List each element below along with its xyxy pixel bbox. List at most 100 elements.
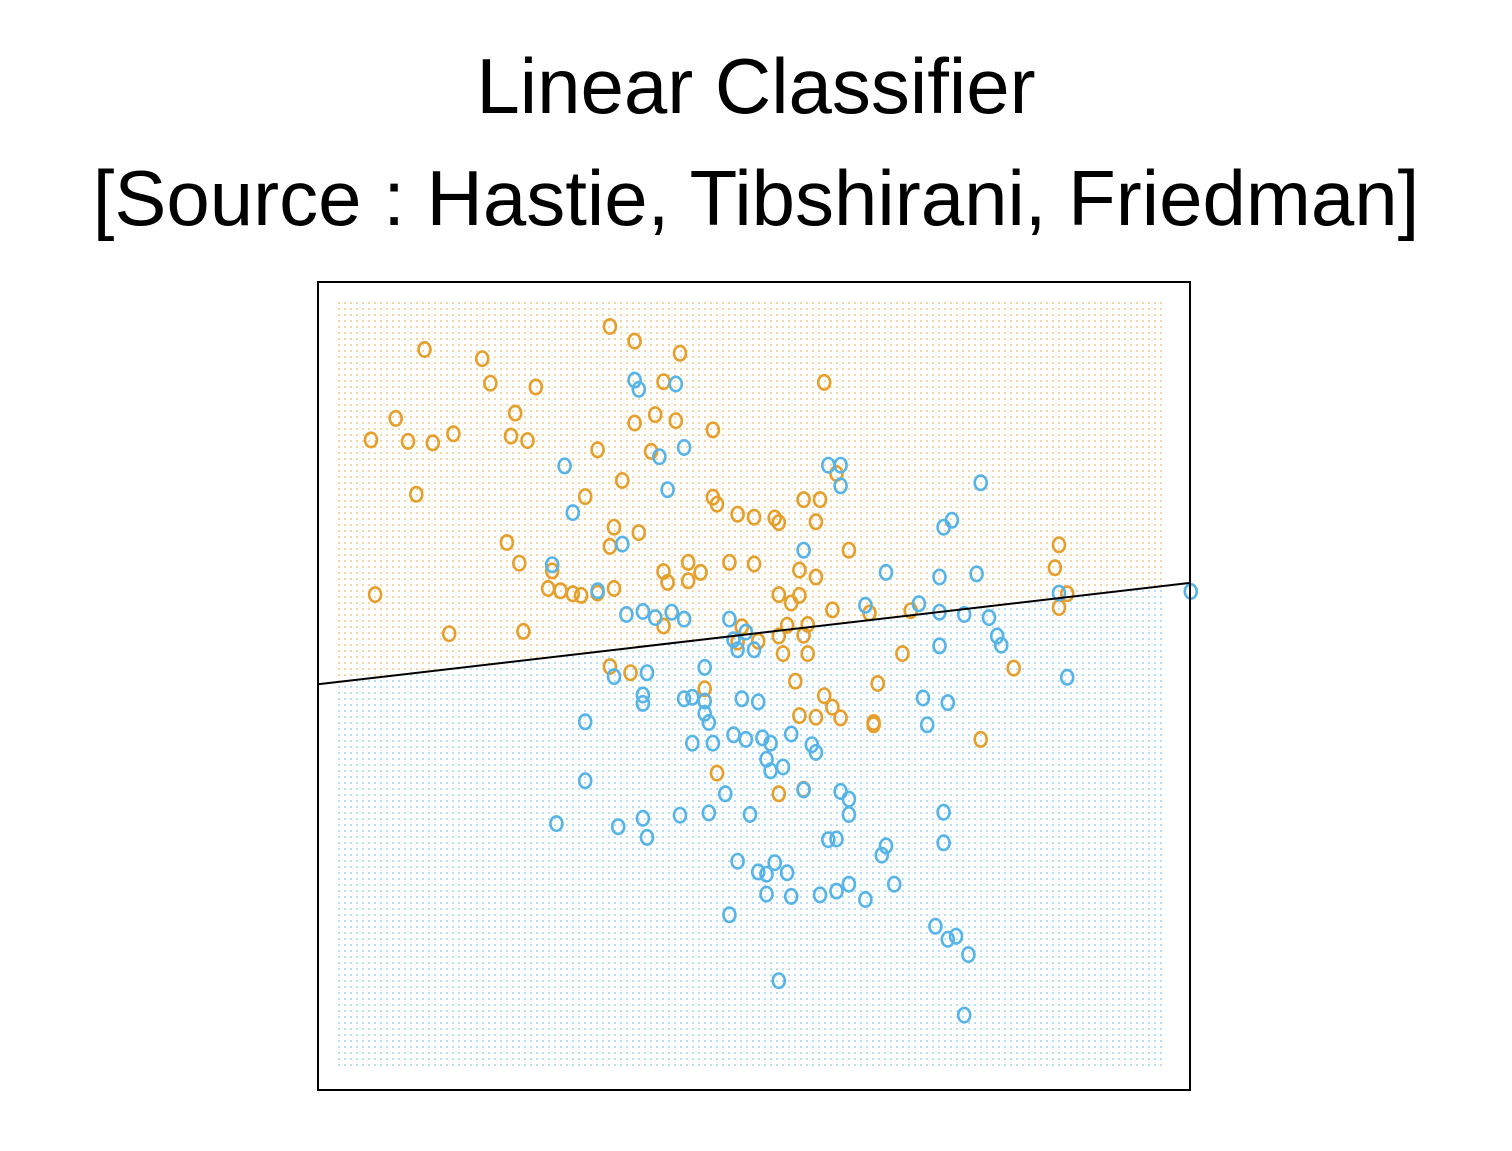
orange-data-point bbox=[388, 409, 404, 427]
orange-data-point bbox=[787, 672, 803, 690]
blue-data-point bbox=[796, 781, 811, 799]
blue-data-point bbox=[989, 627, 1005, 645]
blue-data-point bbox=[635, 686, 651, 704]
blue-data-point bbox=[664, 603, 680, 621]
orange-data-point bbox=[590, 441, 605, 459]
blue-data-point bbox=[697, 704, 713, 722]
blue-data-point bbox=[759, 885, 774, 903]
title-line-2: [Source : Hastie, Tibshirani, Friedman] bbox=[92, 154, 1420, 242]
blue-data-point bbox=[676, 610, 692, 628]
orange-data-point bbox=[363, 431, 379, 449]
orange-data-point bbox=[417, 340, 432, 358]
blue-data-point bbox=[948, 927, 964, 945]
orange-data-point bbox=[577, 488, 593, 506]
blue-data-point bbox=[619, 605, 634, 623]
blue-data-point bbox=[701, 804, 717, 822]
orange-data-point bbox=[779, 616, 795, 634]
blue-data-point bbox=[717, 785, 733, 803]
blue-data-point bbox=[841, 805, 857, 823]
blue-data-point bbox=[796, 541, 811, 559]
blue-data-point bbox=[544, 556, 560, 574]
blue-data-point bbox=[730, 641, 745, 659]
blue-data-point bbox=[726, 631, 741, 649]
blue-data-point bbox=[878, 563, 894, 581]
orange-data-point bbox=[1006, 659, 1022, 677]
blue-data-point bbox=[858, 890, 873, 908]
orange-data-point bbox=[602, 317, 618, 335]
blue-data-point bbox=[635, 809, 651, 827]
blue-data-point bbox=[614, 535, 630, 553]
orange-data-point bbox=[792, 561, 807, 579]
orange-data-point bbox=[895, 645, 910, 663]
blue-data-point bbox=[833, 456, 848, 474]
orange-data-point bbox=[825, 698, 840, 716]
orange-data-point bbox=[833, 709, 848, 727]
data-points bbox=[363, 317, 1199, 1024]
orange-data-point bbox=[606, 518, 622, 536]
orange-data-point bbox=[441, 625, 457, 643]
blue-data-point bbox=[647, 609, 663, 627]
blue-data-point bbox=[722, 610, 737, 628]
blue-data-point bbox=[701, 713, 717, 731]
orange-data-point bbox=[705, 421, 721, 439]
orange-data-point bbox=[606, 579, 622, 597]
orange-data-point bbox=[734, 618, 750, 636]
blue-data-point bbox=[635, 602, 651, 620]
orange-data-point bbox=[693, 563, 708, 581]
blue-data-point bbox=[668, 375, 684, 393]
orange-data-point bbox=[866, 716, 881, 734]
orange-data-point bbox=[516, 622, 531, 640]
blue-data-point bbox=[763, 762, 778, 780]
blue-data-point bbox=[577, 772, 593, 790]
orange-data-point bbox=[507, 404, 523, 422]
blue-data-point bbox=[705, 734, 721, 752]
orange-data-point bbox=[722, 553, 737, 571]
blue-data-point bbox=[1051, 584, 1067, 602]
blue-data-point bbox=[973, 474, 989, 492]
orange-data-point bbox=[474, 350, 490, 368]
orange-data-point bbox=[647, 406, 663, 424]
blue-data-point bbox=[549, 815, 564, 833]
blue-data-point bbox=[676, 438, 692, 456]
orange-data-point bbox=[627, 414, 642, 432]
orange-data-point bbox=[1051, 536, 1067, 554]
blue-data-point bbox=[783, 725, 799, 743]
blue-data-point bbox=[969, 565, 984, 583]
orange-data-point bbox=[730, 505, 745, 523]
orange-data-point bbox=[870, 674, 886, 692]
blue-data-point bbox=[639, 828, 655, 846]
orange-data-point bbox=[367, 586, 383, 604]
blue-data-point bbox=[829, 830, 844, 848]
orange-data-point bbox=[825, 601, 840, 619]
orange-data-point bbox=[771, 627, 787, 645]
orange-data-point bbox=[499, 533, 515, 551]
blue-data-point bbox=[886, 875, 902, 893]
blue-data-point bbox=[932, 568, 947, 586]
blue-data-point bbox=[726, 726, 741, 744]
orange-data-point bbox=[540, 579, 556, 597]
blue-data-point bbox=[750, 693, 766, 711]
orange-data-point bbox=[771, 514, 787, 532]
decision-boundary-line bbox=[317, 581, 1191, 686]
orange-data-point bbox=[656, 617, 671, 635]
orange-data-point bbox=[1059, 585, 1075, 603]
orange-data-point bbox=[408, 485, 424, 503]
blue-data-point bbox=[697, 658, 713, 676]
blue-data-point bbox=[684, 734, 700, 752]
orange-data-point bbox=[816, 687, 832, 705]
orange-data-point bbox=[746, 555, 762, 573]
blue-data-point bbox=[746, 641, 762, 659]
blue-data-point bbox=[557, 457, 572, 475]
blue-data-point bbox=[672, 806, 688, 824]
blue-data-point bbox=[932, 637, 947, 655]
blue-data-point bbox=[627, 371, 642, 389]
orange-data-point bbox=[746, 508, 762, 526]
orange-data-point bbox=[680, 553, 696, 571]
orange-data-point bbox=[792, 707, 807, 725]
orange-data-point bbox=[614, 471, 630, 489]
orange-data-point bbox=[544, 562, 560, 580]
orange-data-point bbox=[808, 568, 824, 586]
orange-data-point bbox=[1047, 559, 1063, 577]
blue-data-point bbox=[742, 805, 758, 823]
blue-data-point bbox=[878, 837, 894, 855]
